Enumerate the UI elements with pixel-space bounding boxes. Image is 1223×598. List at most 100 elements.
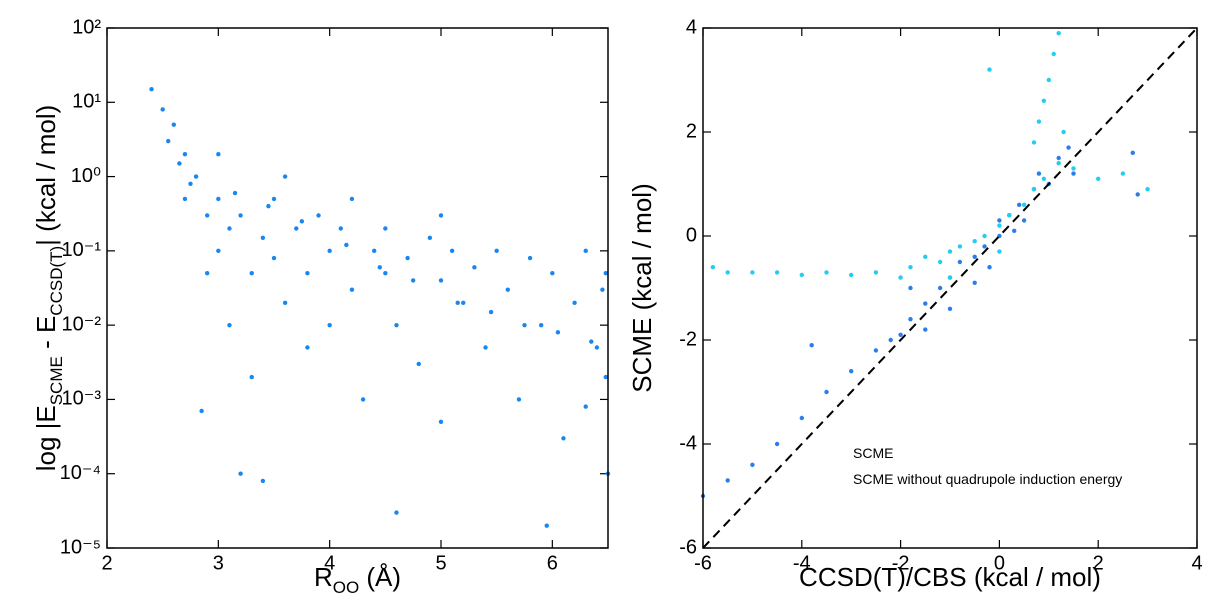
point — [947, 275, 953, 280]
point — [600, 287, 605, 292]
point — [972, 254, 977, 259]
point — [799, 415, 804, 421]
point — [1041, 98, 1047, 104]
point — [199, 408, 204, 414]
point — [1041, 176, 1047, 181]
y-tick-label: 10⁰ — [71, 165, 101, 187]
point — [750, 270, 755, 275]
point — [327, 248, 332, 254]
point — [249, 271, 254, 276]
point — [923, 327, 928, 332]
reference-diagonal — [702, 27, 1198, 549]
point — [238, 471, 243, 476]
point — [394, 510, 399, 515]
point — [383, 226, 388, 231]
x-tick-label: 3 — [213, 552, 224, 574]
point — [260, 235, 266, 240]
y-tick-label: 10⁻⁵ — [60, 536, 101, 558]
point — [809, 343, 814, 348]
point — [947, 306, 953, 311]
point — [1036, 119, 1042, 124]
axis-label-part: R — [314, 562, 333, 592]
point — [774, 270, 780, 275]
point — [205, 213, 210, 218]
x-tick-label: 5 — [435, 552, 446, 574]
point — [1056, 31, 1061, 36]
point — [908, 265, 913, 270]
point — [377, 265, 382, 270]
point — [982, 244, 987, 249]
point — [710, 265, 716, 270]
y-tick-label: -6 — [679, 536, 697, 558]
y-axis-label: SCME (kcal / mol) — [627, 183, 657, 392]
point — [449, 248, 455, 254]
point — [299, 219, 305, 224]
point — [1061, 129, 1066, 135]
point — [383, 271, 388, 276]
x-tick-label: -2 — [892, 552, 910, 574]
point — [908, 285, 913, 291]
point — [1021, 218, 1027, 223]
point — [327, 322, 332, 328]
point — [461, 300, 466, 305]
point — [987, 67, 992, 72]
x-tick-label: 6 — [547, 552, 558, 574]
point — [1071, 171, 1076, 176]
point — [1012, 228, 1017, 233]
point — [472, 265, 477, 270]
point — [957, 259, 963, 265]
y-tick-label: -4 — [679, 432, 697, 454]
point — [849, 272, 854, 278]
point — [1096, 176, 1101, 181]
y-tick-label: 10² — [72, 16, 101, 38]
point — [438, 213, 444, 218]
point — [1145, 187, 1150, 192]
point — [438, 419, 444, 424]
point — [305, 271, 310, 276]
point — [360, 397, 366, 402]
point — [799, 272, 804, 278]
point — [873, 270, 879, 275]
point — [455, 300, 460, 305]
y-tick-label: 4 — [686, 16, 697, 38]
point — [947, 249, 953, 254]
point — [316, 213, 321, 218]
point — [824, 270, 829, 275]
point — [405, 255, 410, 261]
point — [1120, 171, 1126, 176]
axis-label-subscript: SCME — [47, 356, 66, 405]
x-tick-label: 0 — [994, 552, 1005, 574]
point — [516, 397, 522, 402]
axis-label-part: log |E — [31, 405, 61, 471]
point — [982, 233, 987, 239]
point — [249, 374, 254, 380]
point — [972, 239, 977, 244]
point — [888, 337, 893, 343]
point — [294, 226, 299, 231]
point — [957, 244, 963, 249]
point — [188, 181, 193, 186]
point — [544, 523, 549, 528]
point — [725, 270, 730, 275]
point — [205, 271, 210, 276]
point — [160, 107, 165, 112]
point — [898, 275, 903, 280]
y-tick-label: 10⁻³ — [62, 388, 102, 410]
point — [583, 404, 588, 409]
point — [216, 248, 221, 254]
point — [227, 226, 232, 231]
point — [266, 203, 271, 209]
y-tick-label: 10⁻² — [62, 313, 102, 335]
point — [166, 138, 171, 144]
point — [539, 322, 544, 328]
point — [522, 322, 527, 328]
point — [923, 301, 928, 306]
point — [603, 374, 608, 380]
point — [550, 271, 555, 276]
point — [238, 213, 243, 218]
point — [987, 265, 992, 270]
x-tick-label: -6 — [694, 552, 712, 574]
point — [1031, 187, 1037, 192]
point — [1051, 51, 1056, 57]
